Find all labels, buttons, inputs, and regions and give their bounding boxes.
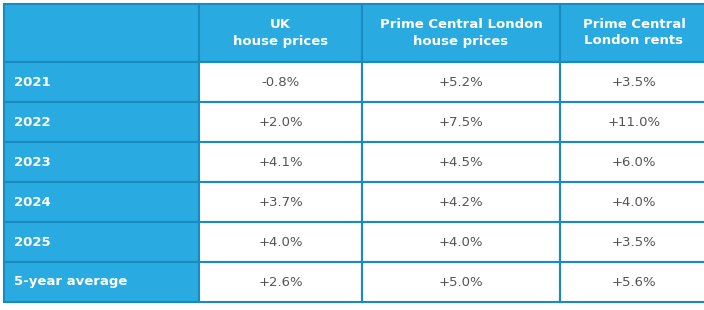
Bar	[560, 182, 704, 222]
Bar	[362, 62, 560, 102]
Text: +6.0%: +6.0%	[612, 156, 656, 169]
Text: +2.0%: +2.0%	[258, 116, 303, 129]
Text: 5-year average: 5-year average	[14, 276, 127, 289]
Text: +2.6%: +2.6%	[258, 276, 303, 289]
Bar	[4, 262, 199, 302]
Text: +4.2%: +4.2%	[439, 196, 484, 209]
Bar	[199, 142, 362, 182]
Bar	[199, 182, 362, 222]
Text: +7.5%: +7.5%	[439, 116, 484, 129]
Bar	[560, 142, 704, 182]
Text: +4.1%: +4.1%	[258, 156, 303, 169]
Text: +3.7%: +3.7%	[258, 196, 303, 209]
Bar	[362, 262, 560, 302]
Text: +4.0%: +4.0%	[439, 236, 483, 249]
Bar	[560, 222, 704, 262]
Text: +4.5%: +4.5%	[439, 156, 484, 169]
Bar	[362, 4, 560, 62]
Bar	[560, 102, 704, 142]
Text: Prime Central
London rents: Prime Central London rents	[583, 19, 686, 47]
Text: -0.8%: -0.8%	[261, 76, 300, 88]
Text: +3.5%: +3.5%	[612, 76, 656, 88]
Bar	[199, 62, 362, 102]
Text: +11.0%: +11.0%	[608, 116, 660, 129]
Bar	[4, 182, 199, 222]
Bar	[4, 102, 199, 142]
Text: 2021: 2021	[14, 76, 51, 88]
Text: +4.0%: +4.0%	[258, 236, 303, 249]
Bar	[4, 222, 199, 262]
Bar	[362, 182, 560, 222]
Bar	[4, 142, 199, 182]
Bar	[199, 222, 362, 262]
Text: +5.0%: +5.0%	[439, 276, 484, 289]
Text: Prime Central London
house prices: Prime Central London house prices	[379, 19, 542, 47]
Bar	[4, 4, 199, 62]
Text: 2025: 2025	[14, 236, 51, 249]
Text: +4.0%: +4.0%	[612, 196, 656, 209]
Bar	[362, 222, 560, 262]
Text: +5.6%: +5.6%	[612, 276, 656, 289]
Text: +5.2%: +5.2%	[439, 76, 484, 88]
Bar	[560, 262, 704, 302]
Text: 2024: 2024	[14, 196, 51, 209]
Text: +3.5%: +3.5%	[612, 236, 656, 249]
Bar	[560, 4, 704, 62]
Bar	[362, 102, 560, 142]
Text: UK
house prices: UK house prices	[233, 19, 328, 47]
Bar	[560, 62, 704, 102]
Text: 2022: 2022	[14, 116, 51, 129]
Text: 2023: 2023	[14, 156, 51, 169]
Bar	[4, 62, 199, 102]
Bar	[199, 262, 362, 302]
Bar	[199, 102, 362, 142]
Bar	[199, 4, 362, 62]
Bar	[362, 142, 560, 182]
